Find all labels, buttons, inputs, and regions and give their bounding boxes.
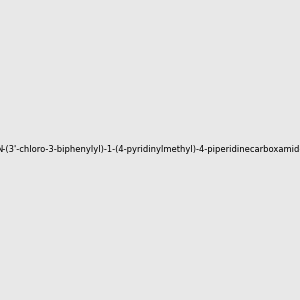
Text: N-(3'-chloro-3-biphenylyl)-1-(4-pyridinylmethyl)-4-piperidinecarboxamide: N-(3'-chloro-3-biphenylyl)-1-(4-pyridiny… xyxy=(0,146,300,154)
